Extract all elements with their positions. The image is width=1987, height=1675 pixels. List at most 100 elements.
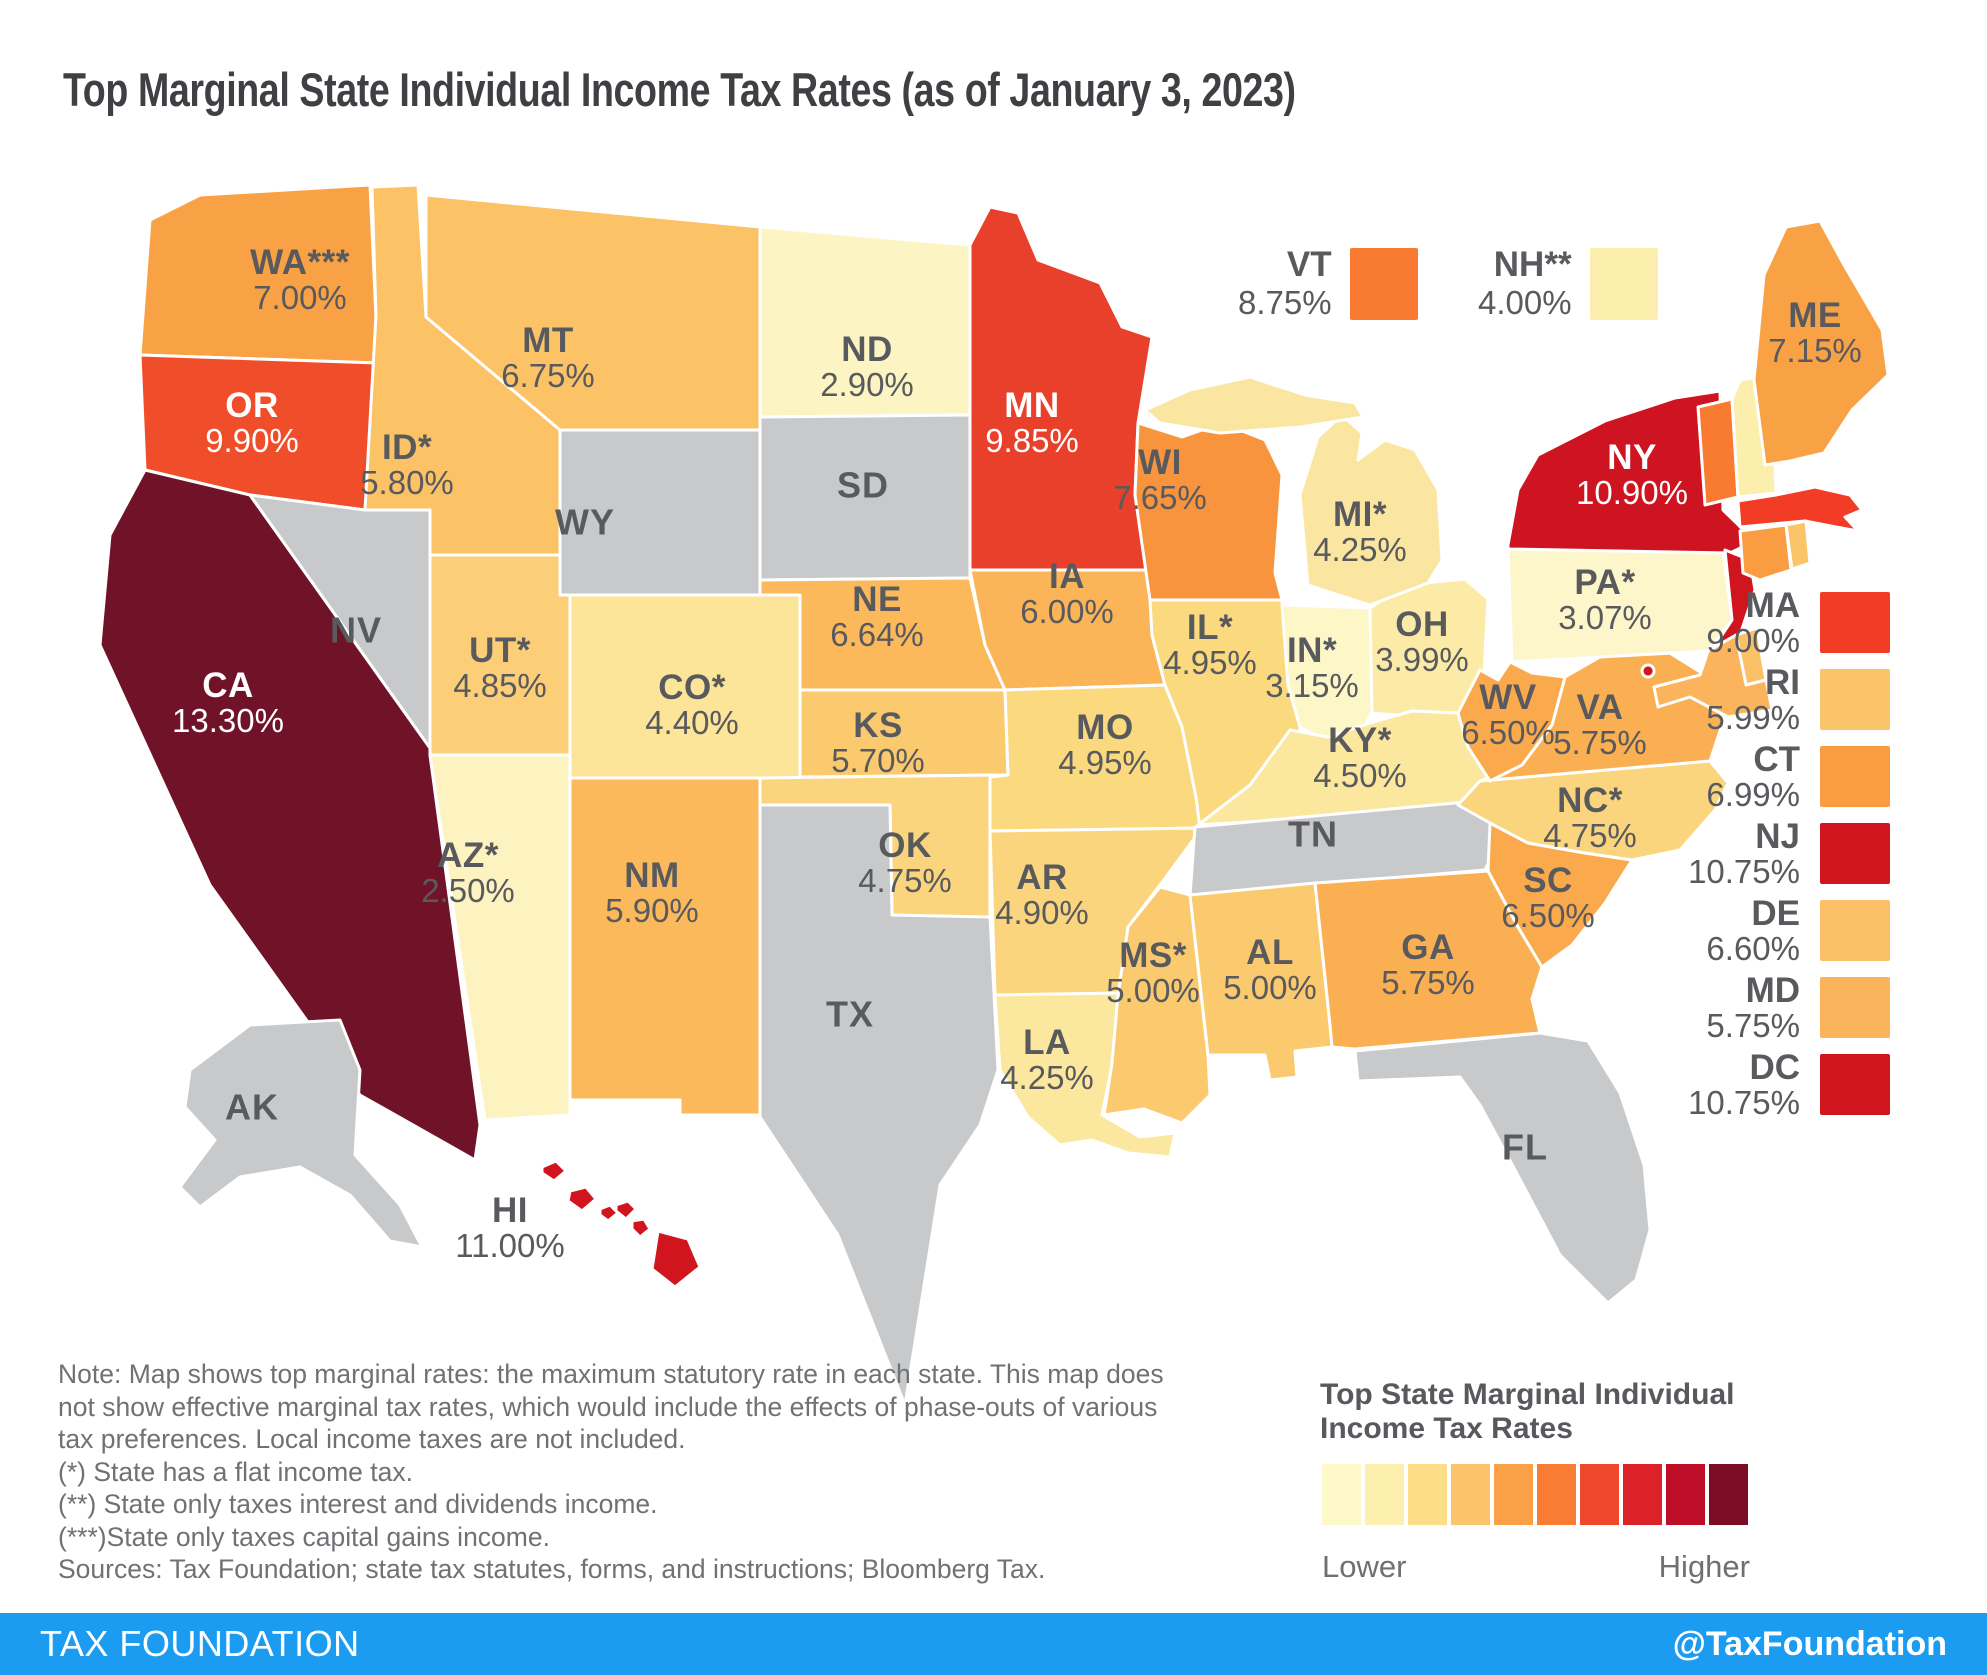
state-label-hi: HI 11.00% [455,1191,564,1263]
states-layer [98,183,1890,1407]
callout-color-swatch [1820,746,1890,807]
callout-state-label: NJ [1755,816,1800,856]
state-label-ne: NE 6.64% [830,580,924,652]
color-legend: Top State Marginal Individual Income Tax… [1318,1378,1788,1585]
footnote-line: (**) State only taxes interest and divid… [58,1489,658,1519]
legend-swatch-6 [1537,1464,1576,1525]
state-label-mt: MT 6.75% [501,321,595,393]
callout-color-swatch [1589,248,1658,320]
state-label-ga: GA 5.75% [1381,928,1475,1000]
state-miup [1143,375,1365,435]
state-hi [540,1159,702,1289]
callout-state-value: 10.75% [1688,852,1800,890]
callout-ma: MA 9.00% [1630,588,1890,658]
callout-state-value: 6.99% [1706,775,1800,813]
state-label-ms: MS* 5.00% [1106,936,1200,1008]
callout-vt: VT 8.75% [1238,246,1418,322]
state-label-ut: UT* 4.85% [453,631,547,703]
state-label-tx: TX [826,994,874,1035]
state-label-mo: MO 4.95% [1058,708,1152,780]
footer-bar: TAX FOUNDATION @TaxFoundation [0,1613,1987,1675]
state-label-nc: NC* 4.75% [1543,781,1637,853]
state-label-ak: AK [225,1087,279,1128]
state-az [428,753,572,1122]
legend-swatch-3 [1408,1464,1447,1525]
legend-swatch-10 [1709,1464,1748,1525]
callout-state-value: 5.99% [1706,698,1800,736]
callout-dc: DC 10.75% [1630,1050,1890,1120]
callout-state-value: 9.00% [1706,621,1800,659]
legend-higher-label: Higher [1658,1549,1750,1584]
callout-ct: CT 6.99% [1630,742,1890,812]
state-nc [1456,759,1730,862]
state-label-fl: FL [1502,1127,1548,1168]
callout-color-swatch [1820,823,1890,884]
state-label-nv: NV [330,610,382,651]
state-labels-layer: WA*** 7.00% OR 9.90% CA 13.30% ID* 5.80% NV UT* 4.… [172,243,1862,1263]
state-label-ia: IA 6.00% [1020,557,1114,629]
state-label-ok: OK 4.75% [858,826,952,898]
state-label-nm: NM 5.90% [605,856,699,928]
footnote-line: (*) State has a flat income tax. [58,1456,413,1487]
callout-state-value: 5.75% [1706,1006,1800,1044]
social-handle: @TaxFoundation [1672,1624,1947,1663]
state-ma [1736,485,1864,533]
callout-color-swatch [1820,977,1890,1038]
state-nm [568,776,762,1117]
state-label-ky: KY* 4.50% [1313,721,1407,793]
callout-color-swatch [1820,900,1890,961]
callout-state-label: VT [1286,245,1332,284]
state-md [1652,633,1774,719]
state-label-sd: SD [837,465,889,506]
right-callouts: MA 9.00% RI 5.99% CT 6.99% NJ 10.75% DE 6.60% MD 5.… [1630,588,1890,1131]
callout-state-value: 8.75% [1238,284,1332,321]
callout-state-label: MA [1745,585,1800,625]
state-me [1752,219,1890,467]
footnotes: Note: Map shows top marginal rates: the … [58,1358,1348,1586]
legend-lower-label: Lower [1322,1549,1407,1584]
callout-state-label: RI [1765,662,1800,702]
callout-de: DE 6.60% [1630,896,1890,966]
state-label-co: CO* 4.40% [645,668,739,740]
state-label-pa: PA* 3.07% [1558,563,1652,635]
state-label-la: LA 4.25% [1000,1023,1094,1095]
callout-color-swatch [1820,1054,1890,1115]
footnote-line: Note: Map shows top marginal rates: the … [58,1359,1164,1389]
state-label-tn: TN [1288,814,1338,855]
state-wv [1456,660,1567,783]
state-label-sc: SC 6.50% [1501,861,1595,933]
state-ct [1738,523,1793,582]
state-label-nd: ND 2.90% [820,330,914,402]
callout-state-value: 6.60% [1706,929,1800,967]
callout-state-value: 10.75% [1688,1083,1800,1121]
callout-nh: NH** 4.00% [1478,246,1658,322]
callout-color-swatch [1820,669,1890,730]
legend-gradient [1322,1464,1788,1525]
callout-state-label: NH** [1493,245,1572,284]
callout-state-value: 4.00% [1478,284,1572,321]
state-tx [758,803,1000,1407]
callout-state-label: DE [1751,893,1800,933]
state-label-va: VA 5.75% [1553,688,1647,760]
callout-ri: RI 5.99% [1630,665,1890,735]
footnote-line: (***)State only taxes capital gains inco… [58,1521,550,1552]
state-label-id: ID* 5.80% [360,428,454,500]
legend-swatch-4 [1451,1464,1490,1525]
callout-state-label: DC [1749,1047,1800,1087]
callout-md: MD 5.75% [1630,973,1890,1043]
callout-color-swatch [1349,248,1418,320]
legend-swatch-8 [1623,1464,1662,1525]
us-choropleth-map: WA*** 7.00% OR 9.90% CA 13.30% ID* 5.80% NV UT* 4.… [98,183,1890,1407]
state-ak [178,1018,424,1249]
state-label-or: OR 9.90% [205,386,299,458]
state-label-me: ME 7.15% [1768,296,1862,368]
state-label-wy: WY [555,502,615,543]
state-label-mn: MN 9.85% [985,386,1079,458]
legend-swatch-1 [1322,1464,1361,1525]
state-label-il: IL* 4.95% [1163,608,1257,680]
state-label-ks: KS 5.70% [831,706,925,778]
callout-color-swatch [1820,592,1890,653]
state-nv [248,493,432,750]
state-ny [1506,389,1757,555]
state-label-ca: CA 13.30% [172,666,284,738]
